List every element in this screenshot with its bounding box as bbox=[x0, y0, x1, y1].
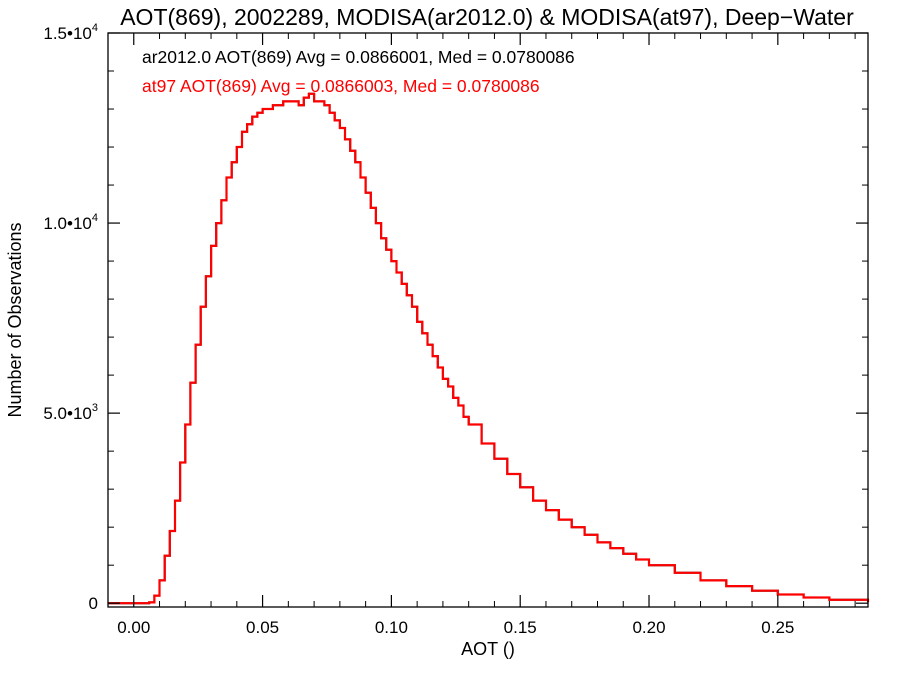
y-tick-label: 0 bbox=[89, 594, 98, 613]
series-layer bbox=[108, 92, 870, 605]
x-axis-label: AOT () bbox=[461, 639, 515, 659]
y-axis: 0 5.0•103 1.0•104 1.5•104 bbox=[43, 22, 868, 613]
x-axis: 0.00 0.05 0.10 0.15 0.20 0.25 bbox=[117, 33, 856, 637]
y-axis-label: Number of Observations bbox=[5, 222, 25, 417]
plot-frame bbox=[107, 32, 869, 608]
y-tick-label: 5.0•103 bbox=[43, 402, 98, 423]
x-tick-label: 0.00 bbox=[117, 618, 150, 637]
x-tick-label: 0.15 bbox=[504, 618, 537, 637]
annotations: ar2012.0 AOT(869) Avg = 0.0866001, Med =… bbox=[142, 47, 575, 96]
y-tick-label: 1.5•104 bbox=[43, 22, 98, 43]
chart-title: AOT(869), 2002289, MODISA(ar2012.0) & MO… bbox=[120, 4, 854, 30]
x-tick-label: 0.05 bbox=[246, 618, 279, 637]
series-line-at97 bbox=[108, 92, 870, 605]
annotation-1: ar2012.0 AOT(869) Avg = 0.0866001, Med =… bbox=[142, 47, 575, 67]
x-tick-label: 0.25 bbox=[761, 618, 794, 637]
y-tick-label: 1.0•104 bbox=[43, 212, 98, 233]
x-tick-label: 0.10 bbox=[375, 618, 408, 637]
x-tick-label: 0.20 bbox=[632, 618, 665, 637]
annotation-2: at97 AOT(869) Avg = 0.0866003, Med = 0.0… bbox=[142, 76, 540, 96]
